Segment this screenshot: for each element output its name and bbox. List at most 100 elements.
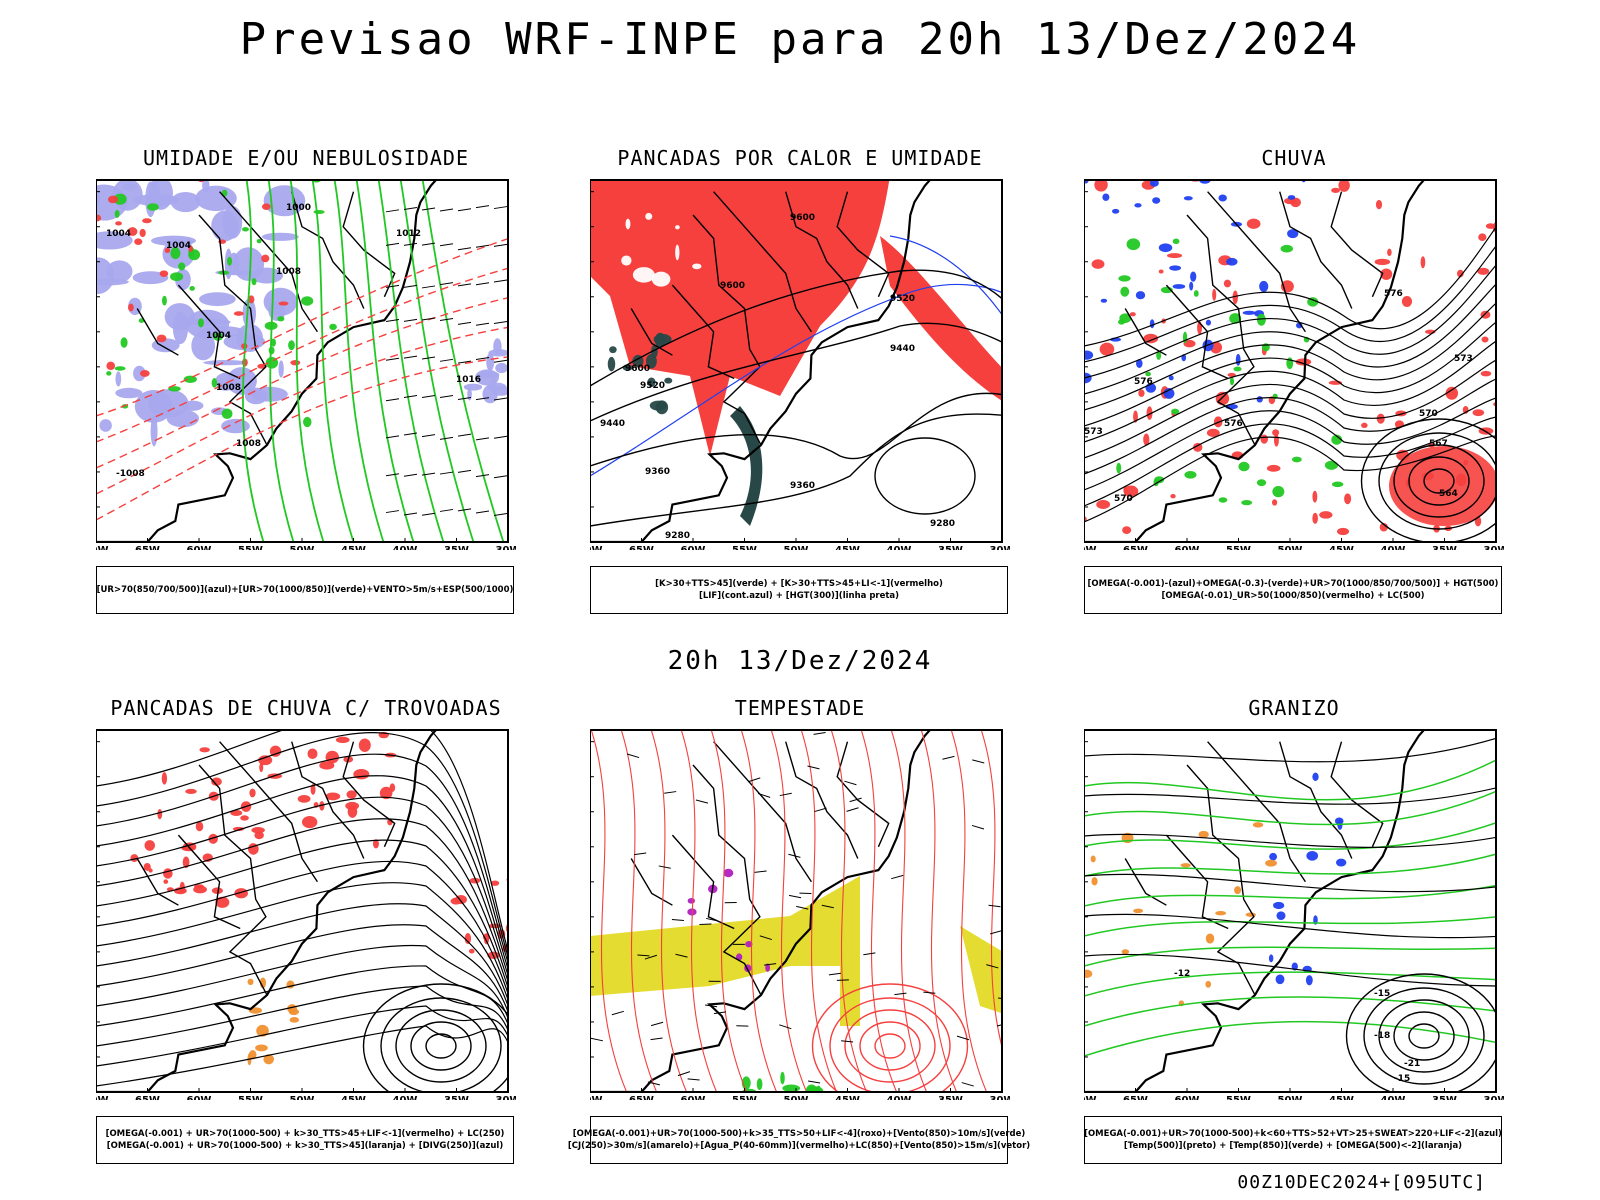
streamline — [96, 944, 508, 1020]
low-contour — [410, 1021, 472, 1071]
streamline — [96, 882, 508, 1002]
wind-vector — [988, 904, 1001, 908]
streamline — [96, 965, 508, 1027]
humidity-green-cell — [170, 247, 181, 260]
humidity-green-cell — [221, 189, 228, 197]
thickness-contour — [377, 180, 445, 542]
omega-red-cell — [1122, 526, 1132, 535]
height-contour — [1084, 340, 1496, 443]
map-trovoadas[interactable]: 12S15S18S21S24S27S30S33S36S39S42S70W65W6… — [96, 726, 516, 1100]
pressure-label: -1008 — [116, 469, 145, 479]
humidity-green-cell — [329, 323, 337, 331]
map-layer — [96, 730, 508, 1092]
border-line — [177, 284, 241, 380]
streamline — [96, 818, 508, 984]
shower-red-cell — [254, 831, 264, 840]
omega-red-cell — [1143, 433, 1150, 446]
border-line — [713, 741, 812, 883]
height-label: 9520 — [890, 294, 915, 304]
geopotential-red-mark — [261, 203, 271, 211]
omega-green-cell — [1331, 481, 1344, 488]
omega-blue-cell — [1152, 197, 1161, 204]
wind-vector — [695, 799, 709, 804]
omega-green-cell — [1126, 238, 1141, 251]
lon-label: 60W — [681, 545, 706, 550]
water-contour — [620, 730, 658, 1092]
omega-orange-cell — [1265, 859, 1277, 867]
shower-red-cell — [259, 762, 264, 773]
wind-vector — [808, 1080, 821, 1084]
shower-red-cell — [240, 815, 249, 821]
streamline — [96, 903, 508, 1008]
wind-vector — [894, 992, 907, 996]
wind-vector — [590, 1037, 603, 1042]
streamline — [96, 924, 508, 1014]
omega-green-cell — [1256, 479, 1267, 487]
storm-purple-cell — [765, 963, 771, 972]
omega-blue-cell — [1235, 353, 1241, 366]
humidity-blue-area — [221, 418, 250, 434]
map-frame — [96, 729, 509, 1093]
lon-label: 65W — [1123, 1095, 1148, 1100]
omega-green-cell — [1256, 313, 1266, 326]
height-label: 576 — [1224, 419, 1243, 429]
temp850-contour — [1084, 916, 1496, 937]
hail-blue-cell — [1312, 772, 1319, 781]
omega-red-cell — [1336, 527, 1350, 536]
height-contour — [1084, 435, 1496, 523]
map-chuva[interactable]: 57657357056756457357057657612S15S18S21S2… — [1084, 176, 1504, 550]
lon-label: 60W — [681, 1095, 706, 1100]
wind-vector — [611, 1010, 624, 1016]
wind-green-area — [782, 1084, 801, 1092]
shower-orange-cell — [256, 1024, 269, 1037]
humidity-green-cell — [221, 408, 233, 419]
wind-green-area — [780, 1071, 785, 1085]
humidity-green-cell — [213, 332, 223, 341]
lon-label: 65W — [135, 545, 160, 550]
wind-arrow — [385, 510, 400, 514]
height-label: 570 — [1419, 409, 1438, 419]
omega-orange-cell — [1205, 980, 1212, 988]
omega-red-cell — [1129, 312, 1136, 317]
humidity-green-cell — [197, 318, 204, 328]
omega-green-cell — [1172, 238, 1180, 245]
map-umidade[interactable]: 1004 1004 1000 1008 1004 1008 1008 1012 1016 -100… — [96, 176, 516, 550]
humidity-blue-area — [115, 371, 122, 387]
lon-label: 55W — [238, 545, 263, 550]
map-tempestade[interactable]: 12S15S18S21S24S27S30S33S36S39S42S70W65W6… — [590, 726, 1010, 1100]
shower-red-cell — [258, 755, 273, 766]
height-label: 9360 — [645, 467, 670, 477]
omega-red-cell — [1232, 290, 1238, 304]
coastline — [1084, 180, 1425, 542]
wind-vector — [849, 797, 862, 803]
coastline — [96, 730, 437, 1092]
omega-red-cell — [1375, 199, 1383, 210]
humidity-green-cell — [241, 227, 249, 232]
wind-vector — [671, 918, 684, 921]
wind-arrow — [385, 284, 400, 288]
border-line — [342, 741, 396, 848]
omega-red-cell — [1477, 267, 1490, 275]
temp-label: -12 — [1174, 969, 1190, 979]
humidity-green-cell — [303, 416, 312, 428]
height-contour — [1084, 378, 1496, 475]
pressure-label: 1008 — [236, 439, 261, 449]
geopotential-red-mark — [248, 295, 255, 304]
map-granizo[interactable]: -15-18-21-15-1212S15S18S21S24S27S30S33S3… — [1084, 726, 1504, 1100]
omega-red-cell — [1312, 490, 1318, 503]
coastline — [590, 180, 931, 542]
omega-green-cell — [1331, 434, 1343, 445]
lon-label: 70W — [590, 545, 602, 550]
wind-arrow — [475, 510, 490, 514]
map-pancadas-calor[interactable]: 9600 9600 9600 9520 9520 9440 9440 9360 9360 9280… — [590, 176, 1010, 550]
shower-red-cell — [211, 887, 223, 894]
height-label: 9280 — [930, 519, 955, 529]
shower-red-cell — [468, 948, 475, 954]
omega-green-cell — [1272, 486, 1285, 498]
omega-orange-cell — [1180, 863, 1191, 868]
height-label: 9520 — [640, 381, 665, 391]
omega-orange-cell — [1205, 933, 1215, 944]
wind-vector — [971, 824, 985, 830]
omega-blue-cell — [1084, 372, 1092, 384]
geopotential-red-mark — [108, 195, 118, 204]
